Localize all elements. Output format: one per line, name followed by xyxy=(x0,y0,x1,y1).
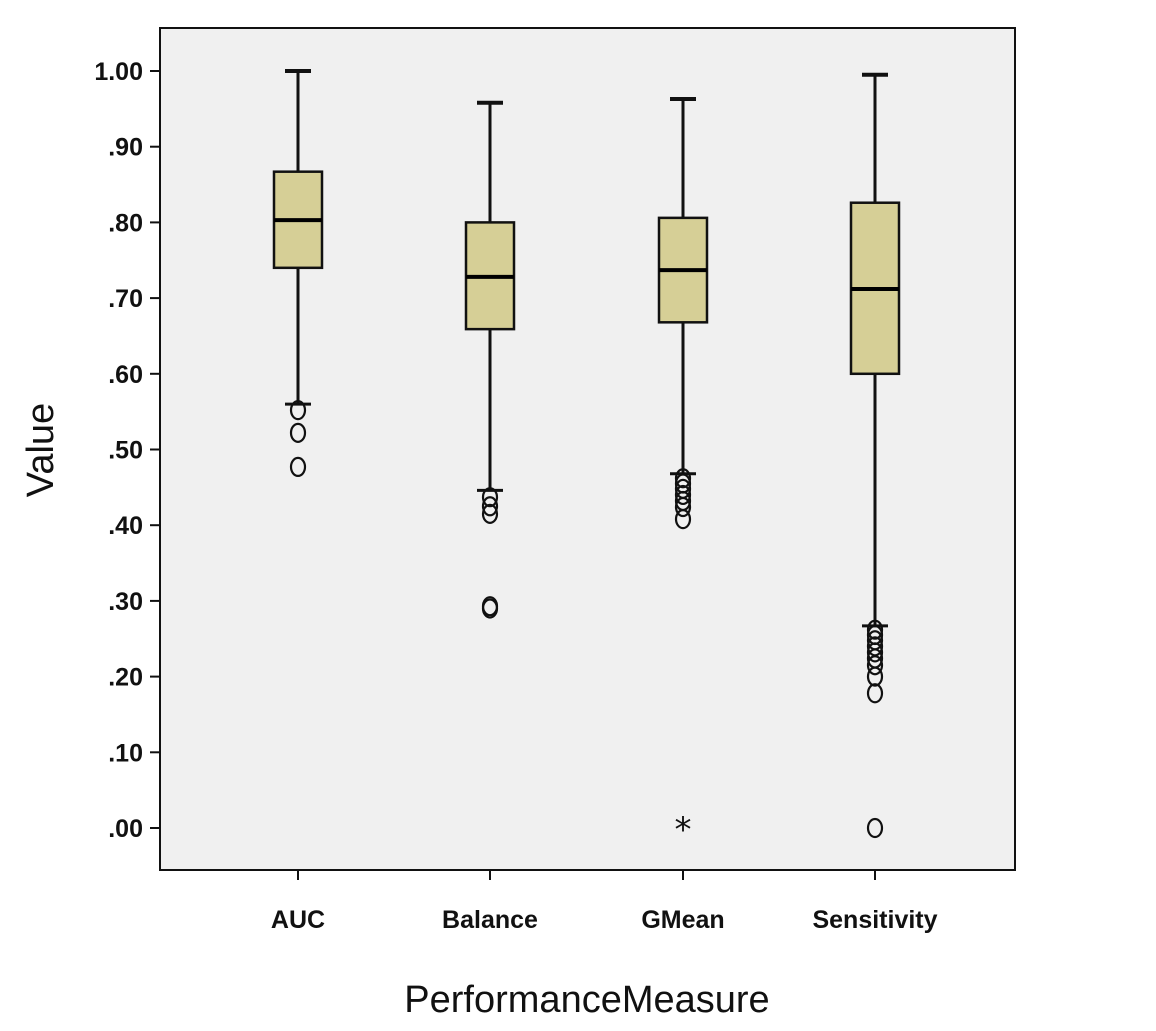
y-tick-label: .20 xyxy=(108,664,143,692)
y-tick-label: 1.00 xyxy=(94,58,143,86)
x-tick-label: GMean xyxy=(641,906,724,934)
y-tick-label: .50 xyxy=(108,437,143,465)
outlier-point xyxy=(674,484,692,506)
outlier-point xyxy=(866,642,884,663)
y-tick-label: .40 xyxy=(108,512,143,540)
y-tick-label: .10 xyxy=(108,739,143,767)
outlier-point xyxy=(866,655,884,676)
plot-area xyxy=(159,27,1016,871)
x-tick-label: AUC xyxy=(271,906,325,934)
y-tick-label: .30 xyxy=(108,588,143,616)
outlier-point xyxy=(481,598,499,619)
outlier-point xyxy=(481,487,499,508)
outlier-point xyxy=(674,468,692,489)
box-balance xyxy=(464,100,516,619)
outlier-point xyxy=(674,509,692,530)
box-auc xyxy=(272,69,324,478)
x-tick-label: Sensitivity xyxy=(812,906,937,934)
outlier-point xyxy=(481,503,499,524)
outlier-point xyxy=(866,619,884,640)
extreme-point: * xyxy=(675,810,692,850)
x-axis-label: PerformanceMeasure xyxy=(404,979,769,1021)
outlier-point xyxy=(866,666,884,687)
outlier-point xyxy=(289,400,307,421)
y-tick-label: .60 xyxy=(108,361,143,389)
outlier-point xyxy=(481,496,499,517)
y-tick-label: .00 xyxy=(108,815,143,843)
outlier-point xyxy=(674,496,692,518)
y-tick-label: .90 xyxy=(108,134,143,162)
x-tick-label: Balance xyxy=(442,906,538,934)
box-gmean: * xyxy=(657,97,709,850)
y-tick-label: .70 xyxy=(108,285,143,313)
y-axis-label: Value xyxy=(20,403,62,497)
outlier-point xyxy=(289,422,307,443)
outlier-point xyxy=(866,817,884,839)
outlier-point xyxy=(289,456,307,478)
outlier-point xyxy=(866,683,884,704)
box-sensitivity xyxy=(849,72,901,839)
y-tick-label: .80 xyxy=(108,209,143,237)
